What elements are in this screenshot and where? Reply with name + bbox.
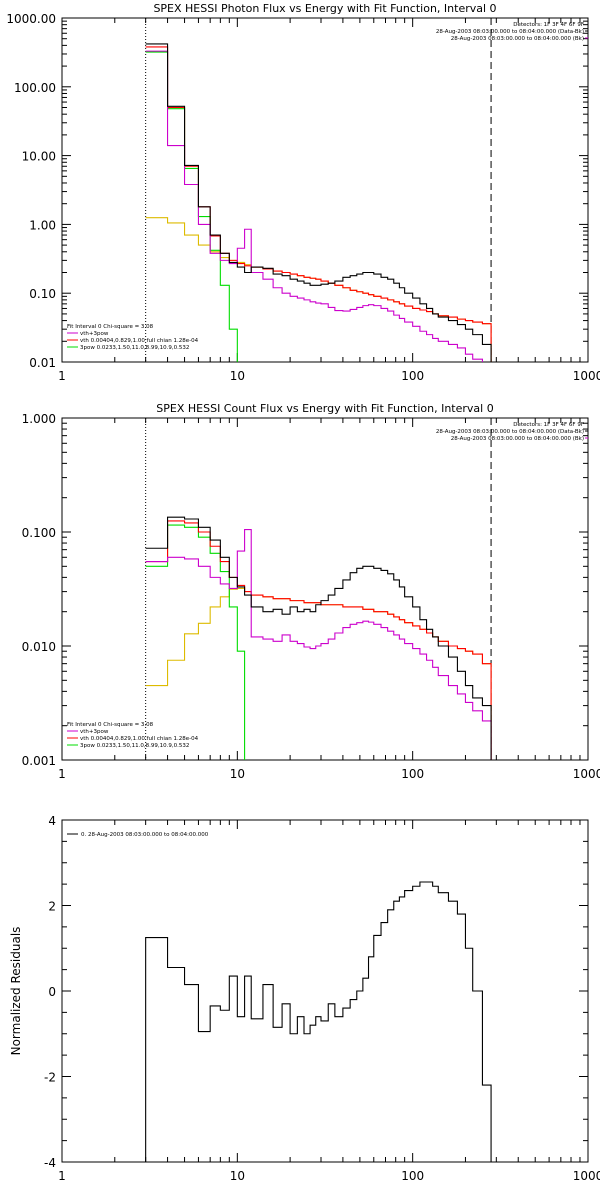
legend-bottom-left-text: vth 0.00404,0.829,1.00 full chian 1.28e-… (80, 736, 199, 742)
y-tick-label: 0.100 (22, 526, 56, 540)
y-tick-label: 2 (48, 900, 56, 914)
chart-title: SPEX HESSI Photon Flux vs Energy with Fi… (153, 2, 496, 15)
y-tick-label: 0.01 (29, 356, 56, 370)
legend-bottom-left-text: Fit Interval 0 Chi-square = 3.08 (67, 722, 154, 728)
series-total-line (145, 46, 492, 362)
residuals-panel: 1 10 100 1000 -4 -2 0 2 4 Normalized Residuals 0. … (9, 814, 600, 1183)
series-vth-line (145, 524, 246, 760)
y-tick-label: 1000.00 (6, 12, 56, 26)
plot-frame (61, 417, 589, 761)
x-tick-label: 1000 (573, 1169, 600, 1183)
x-tick-label: 100 (401, 1169, 424, 1183)
series-data-line (145, 516, 492, 760)
x-tick-label: 1 (58, 767, 66, 781)
x-tick-label: 100 (401, 767, 424, 781)
legend-top-right-text: 28-Aug-2003 08:03:00.000 to 08:04:00.000… (451, 36, 584, 42)
y-tick-label: 1.00 (29, 218, 56, 232)
series-total-line (145, 520, 492, 760)
x-tick-label: 1000 (573, 369, 600, 383)
y-tick-label: 0.010 (22, 640, 56, 654)
y-tick-label: 0 (48, 985, 56, 999)
x-tick-label: 10 (230, 1169, 245, 1183)
legend-bottom-left-text: 3pow 0.0233,1.50,11.0,8.99,10.9,0.532 (80, 345, 189, 351)
series-data-line (145, 43, 492, 362)
series-resid-line (145, 881, 492, 1162)
y-tick-label: 1.000 (22, 412, 56, 426)
y-tick-label: 10.00 (22, 150, 56, 164)
y-axis-label: Normalized Residuals (9, 927, 23, 1056)
chart-title: SPEX HESSI Count Flux vs Energy with Fit… (156, 402, 493, 415)
legend-bottom-left-text: 3pow 0.0233,1.50,11.0,8.99,10.9,0.532 (80, 743, 189, 749)
legend-bottom-left-text: vth 0.00404,0.829,1.00 full chian 1.28e-… (80, 338, 199, 344)
y-tick-label: -4 (44, 1156, 56, 1170)
plot-frame (61, 17, 589, 363)
x-tick-label: 1 (58, 1169, 66, 1183)
legend-top-right-text: Detectors: 1F 3F 4F 6F 9F (513, 22, 584, 28)
legend-top-right-text: 28-Aug-2003 08:03:00.000 to 08:04:00.000… (436, 29, 584, 35)
legend-bottom-left-text: vth+3pow (80, 729, 109, 735)
y-tick-label: 4 (48, 814, 56, 828)
photon-flux-panel: SPEX HESSI Photon Flux vs Energy with Fi… (6, 2, 600, 383)
legend-top-left-text: 0. 28-Aug-2003 08:03:00.000 to 08:04:00.… (81, 832, 209, 838)
x-tick-label: 10 (230, 369, 245, 383)
y-tick-label: 100.00 (14, 81, 56, 95)
y-tick-label: 0.10 (29, 287, 56, 301)
y-tick-label: 0.001 (22, 754, 56, 768)
legend-bottom-left-text: Fit Interval 0 Chi-square = 3.08 (67, 324, 154, 330)
legend-top-right-text: 28-Aug-2003 08:03:00.000 to 08:04:00.000… (436, 429, 584, 435)
count-flux-panel: SPEX HESSI Count Flux vs Energy with Fit… (22, 402, 600, 781)
legend-top-right-text: 28-Aug-2003 08:03:00.000 to 08:04:00.000… (451, 436, 584, 442)
legend-bottom-left-text: vth+3pow (80, 331, 109, 337)
series-bk-line (145, 50, 483, 362)
x-tick-label: 100 (401, 369, 424, 383)
legend-top-right-text: Detectors: 1F 3F 4F 6F 9F (513, 422, 584, 428)
x-tick-label: 10 (230, 767, 245, 781)
plot-frame (61, 819, 589, 1163)
y-tick-label: -2 (44, 1071, 56, 1085)
x-tick-label: 1 (58, 369, 66, 383)
x-tick-label: 1000 (573, 767, 600, 781)
